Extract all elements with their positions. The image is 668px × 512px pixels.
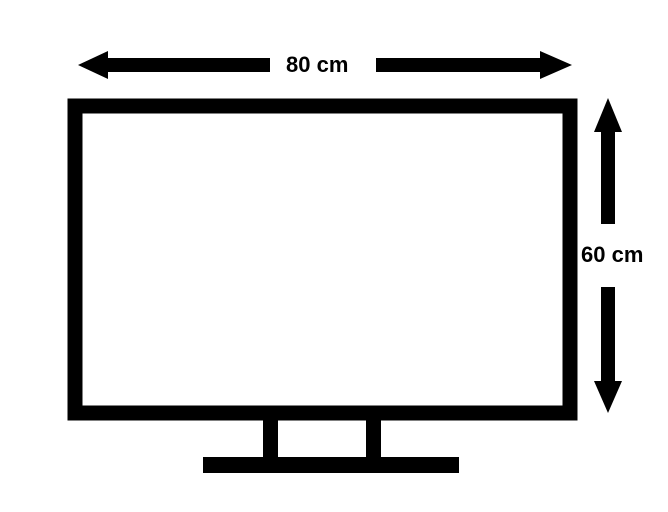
width-arrow-right-head [540,51,572,79]
tv-stand-left-leg [263,420,278,460]
height-arrow-top-head [594,98,622,132]
height-arrow-top-shaft [601,130,615,224]
height-arrow-bottom-shaft [601,287,615,383]
width-arrow-right-shaft [376,58,542,72]
height-arrow-bottom-head [594,381,622,413]
width-arrow-left-head [78,51,108,79]
height-dimension-label: 60 cm [579,242,646,268]
tv-stand-base [203,457,459,473]
width-dimension-label: 80 cm [284,52,351,78]
tv-stand-right-leg [366,420,381,460]
width-arrow [78,51,572,79]
height-arrow [594,98,622,413]
tv-screen-frame [67,98,578,421]
width-arrow-left-shaft [106,58,270,72]
